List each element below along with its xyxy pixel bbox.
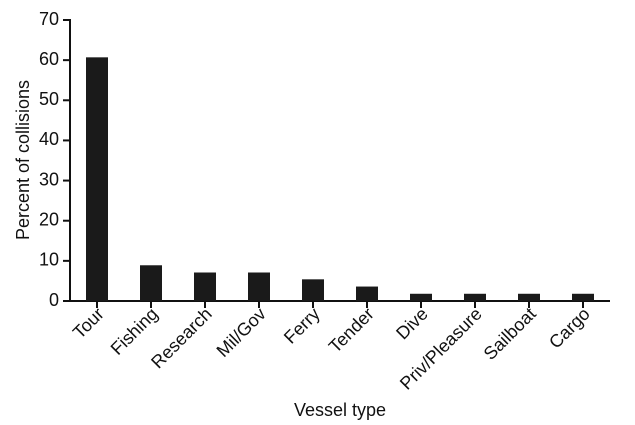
x-tick-label: Tour — [69, 304, 108, 343]
bar — [464, 293, 486, 301]
bar — [302, 279, 324, 301]
y-tick-label: 50 — [39, 89, 59, 109]
x-tick-label: Dive — [392, 304, 432, 344]
y-tick-label: 10 — [39, 250, 59, 270]
y-tick-label: 0 — [49, 290, 59, 310]
x-tick-label: Cargo — [545, 304, 594, 353]
bar — [518, 293, 540, 301]
y-tick-label: 70 — [39, 9, 59, 29]
y-tick-label: 40 — [39, 129, 59, 149]
bar — [410, 293, 432, 301]
bar — [140, 265, 162, 301]
bar — [86, 57, 108, 301]
x-tick-label: Sailboat — [480, 304, 540, 364]
y-tick-label: 60 — [39, 49, 59, 69]
y-tick-label: 30 — [39, 169, 59, 189]
x-tick-label: Ferry — [280, 304, 324, 348]
y-tick-label: 20 — [39, 209, 59, 229]
x-axis-label: Vessel type — [294, 400, 386, 420]
y-axis-label: Percent of collisions — [13, 80, 33, 240]
bar — [356, 286, 378, 301]
bar — [572, 293, 594, 301]
bar — [248, 272, 270, 301]
bar — [194, 272, 216, 301]
x-tick-label: Tender — [325, 304, 378, 357]
x-tick-label: Mil/Gov — [213, 304, 270, 361]
